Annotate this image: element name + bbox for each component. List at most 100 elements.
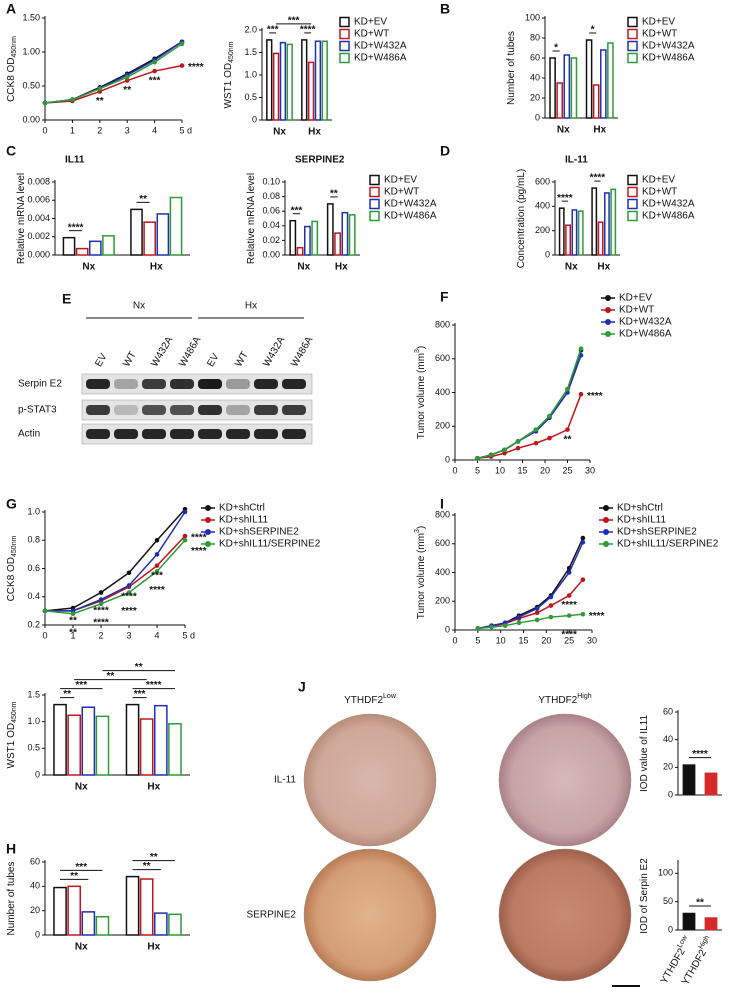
blot-strip: [81, 399, 313, 421]
y-tick-label: 80: [530, 32, 540, 42]
blot-band: [226, 379, 250, 389]
y-tick-label: 1.0: [27, 506, 40, 516]
y-tick-label: 0.02: [262, 235, 280, 245]
y-tick-label: 200: [435, 596, 450, 606]
y-axis-label-part: Relative mRNA level: [246, 173, 257, 264]
y-axis-label-part: CCK8 OD: [6, 557, 17, 601]
bar: [125, 703, 140, 776]
series-line: [45, 511, 186, 612]
legend-label: KD+shIL11: [219, 515, 268, 526]
column-label-part: Low: [383, 693, 397, 700]
y-tick-label: 0.50: [22, 80, 40, 90]
blot-band: [254, 405, 278, 415]
annotation: ****: [561, 629, 577, 640]
legend-label: KD+EV: [642, 175, 675, 186]
x-tick-label-part: Low: [677, 934, 690, 949]
y-tick-label: 60: [530, 52, 540, 62]
series-line: [44, 43, 183, 104]
y-tick-label: 0.4: [27, 591, 40, 601]
x-tick-label: Hx: [150, 262, 163, 273]
legend-key: [205, 505, 211, 511]
data-point: [502, 447, 507, 453]
significance-label: ****: [590, 173, 606, 184]
y-axis-label-part: 3: [414, 349, 421, 353]
legend-key: [369, 186, 380, 198]
x-tick-label: 0: [452, 465, 457, 475]
x-tick-label-part: High: [698, 935, 711, 951]
bar: [341, 211, 349, 256]
y-tick-label: 0.5: [27, 743, 40, 753]
y-tick-label: 400: [535, 201, 550, 211]
annotation: ****: [587, 391, 603, 402]
bar: [565, 224, 571, 256]
x-tick-label: 25: [562, 465, 572, 475]
y-axis-label-part: 450nm: [11, 36, 18, 58]
legend-label: KD+shIL11/SERPINE2: [617, 539, 719, 550]
bar: [62, 236, 76, 256]
legend-label: KD+WT: [642, 187, 677, 198]
x-tick-label: Nx: [82, 262, 95, 273]
significance-label: **: [696, 898, 704, 909]
legend-key: [369, 174, 380, 186]
legend-key: [339, 16, 350, 28]
significance-label: **: [330, 189, 338, 200]
x-tick-label: 10: [495, 465, 505, 475]
y-axis-label-part: Number of tubes: [506, 31, 517, 105]
panel-label: G: [6, 496, 17, 512]
x-tick-label: 5: [475, 635, 480, 645]
x-tick-label: 4: [152, 125, 157, 135]
bar: [592, 84, 600, 119]
y-axis-label: Number of tubes: [6, 862, 17, 936]
bar: [301, 39, 308, 121]
bar: [570, 57, 578, 119]
bar: [168, 913, 182, 936]
data-point: [152, 59, 157, 65]
data-point: [182, 509, 188, 515]
legend-label: KD+W486A: [354, 53, 407, 64]
data-point: [566, 593, 572, 598]
y-tick-label: 1.0: [244, 69, 257, 79]
blot-band: [114, 405, 138, 415]
y-tick-label: 0: [445, 454, 450, 464]
x-tick-label: 2: [97, 125, 102, 135]
lane-label: W486A: [177, 335, 203, 369]
y-axis-label-part: ): [416, 526, 427, 529]
significance-label: **: [139, 194, 147, 205]
annotation: ****: [191, 533, 207, 544]
legend-label: KD+WT: [354, 29, 389, 40]
blot-band: [198, 405, 222, 415]
annotation: ****: [188, 62, 204, 73]
y-tick-label: 0: [35, 769, 40, 779]
y-tick-label: 50: [663, 896, 673, 906]
significance-label: **: [107, 671, 115, 682]
bar: [610, 188, 617, 256]
annotation: **: [123, 85, 131, 96]
x-tick-label: 10: [496, 635, 506, 645]
y-axis-label: Relative mRNA level: [246, 173, 257, 264]
x-tick-label: 0: [42, 630, 47, 640]
series-line: [44, 41, 183, 104]
y-tick-label: 0: [668, 924, 673, 934]
y-tick-label: 0.2: [27, 619, 40, 629]
data-point: [70, 97, 75, 102]
bar: [168, 723, 182, 776]
y-axis-label: CCK8 OD450nm: [6, 36, 19, 102]
legend-label: KD+shIL11/SERPINE2: [219, 539, 321, 550]
data-point: [152, 68, 157, 74]
bar: [600, 49, 607, 119]
x-tick-label: 1: [70, 630, 75, 640]
significance-label: ***: [134, 689, 146, 700]
significance-label: ***: [75, 680, 87, 691]
blot-band: [254, 379, 278, 389]
legend-key: [605, 295, 611, 301]
bar: [272, 52, 280, 121]
legend-key: [603, 517, 609, 523]
data-point: [475, 626, 481, 631]
x-tick-label: 3: [126, 630, 131, 640]
annotation: **: [564, 434, 572, 445]
y-axis-label-part: Tumor volume (mm: [416, 353, 427, 439]
data-point: [42, 608, 48, 614]
legend-key: [627, 40, 638, 52]
y-axis-label-part: Concentration (pg/mL): [516, 169, 527, 269]
